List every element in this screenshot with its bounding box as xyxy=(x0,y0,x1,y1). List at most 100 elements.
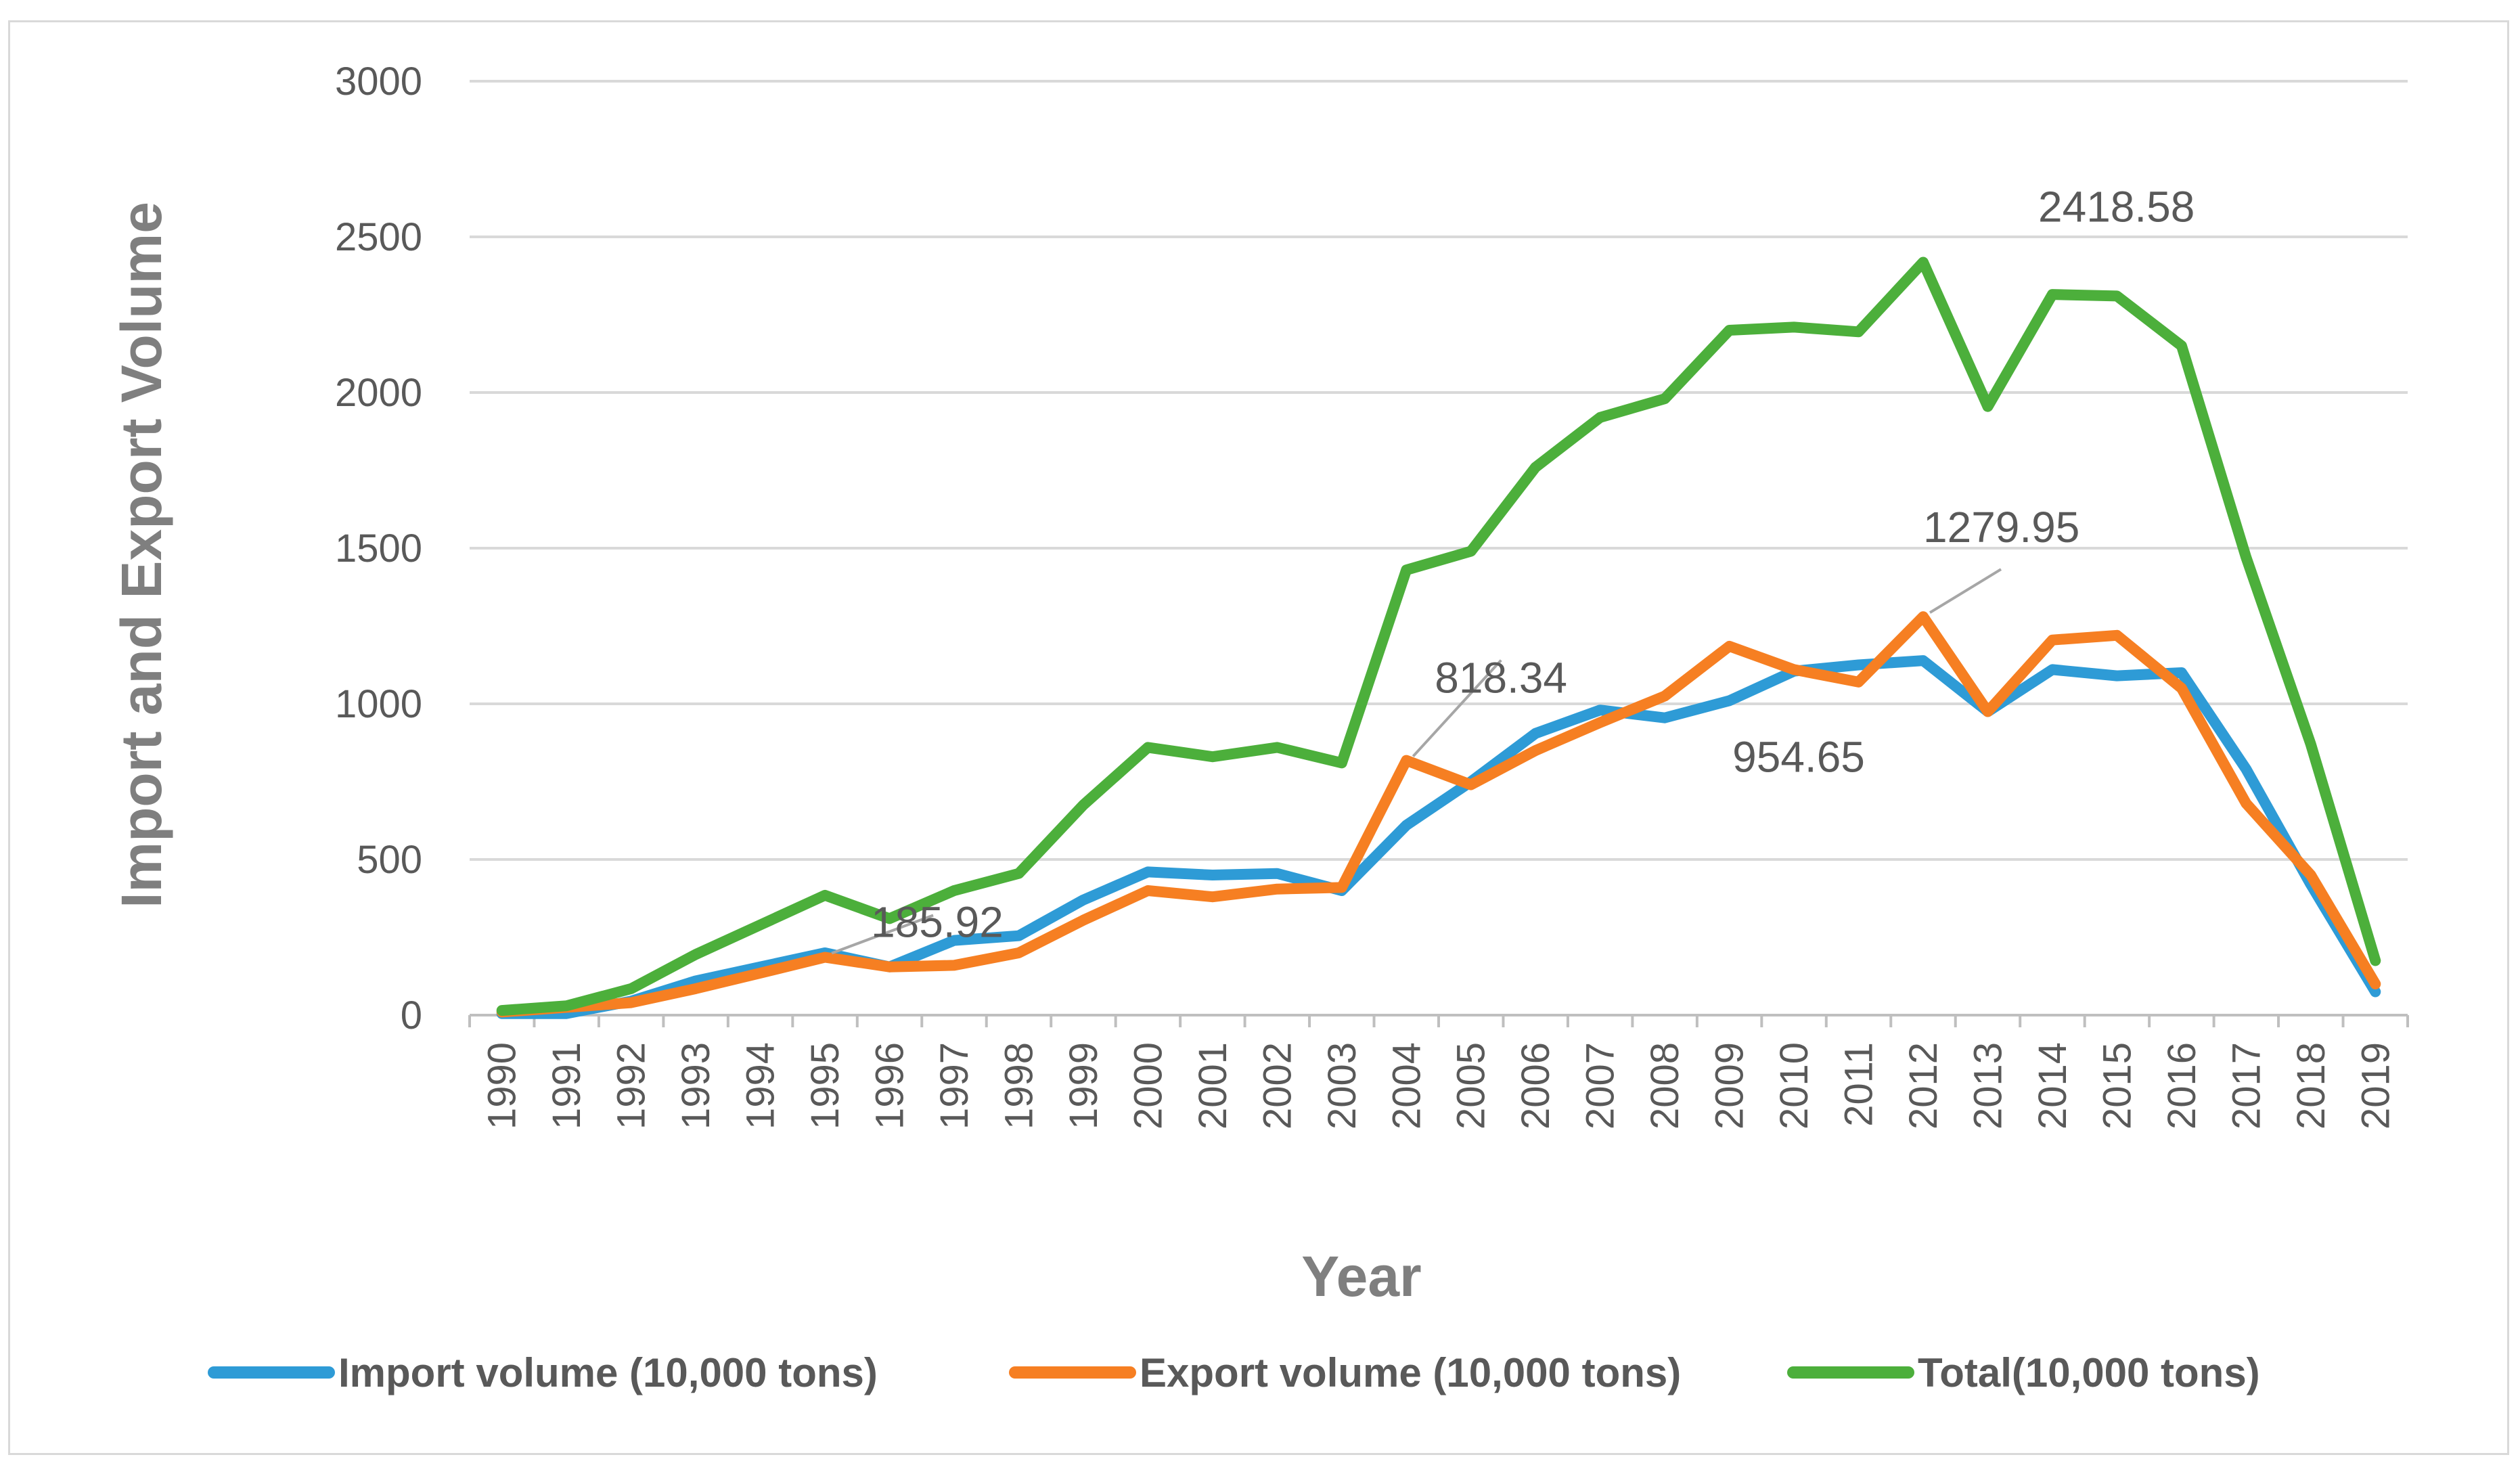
x-tick-label: 2018 xyxy=(2289,1042,2333,1130)
data-point xyxy=(1078,915,1089,926)
legend-label-2: Export volume (10,000 tons) xyxy=(1140,1350,1681,1395)
x-tick-label: 1990 xyxy=(480,1042,524,1130)
data-point xyxy=(1207,870,1218,880)
data-point xyxy=(2176,683,2187,694)
data-point xyxy=(949,885,960,896)
y-tick-label: 3000 xyxy=(335,60,422,104)
data-point xyxy=(755,968,766,979)
y-tick-label: 2000 xyxy=(335,371,422,415)
data-point xyxy=(1336,757,1347,768)
data-point xyxy=(1530,728,1541,739)
y-tick-label: 500 xyxy=(357,838,422,882)
data-point xyxy=(1595,412,1606,423)
x-tick-label: 2016 xyxy=(2160,1042,2204,1130)
x-tick-label: 2010 xyxy=(1772,1042,1816,1130)
data-point xyxy=(1272,884,1282,895)
x-tick-label: 2008 xyxy=(1643,1042,1687,1130)
x-tick-label: 2007 xyxy=(1579,1042,1623,1130)
x-tick-label: 2012 xyxy=(1902,1042,1945,1130)
data-point xyxy=(1401,564,1412,575)
x-tick-label: 2014 xyxy=(2031,1042,2075,1130)
data-point xyxy=(2111,671,2122,681)
data-point xyxy=(690,983,701,994)
x-tick-label: 2004 xyxy=(1385,1042,1428,1130)
y-tick-label: 2500 xyxy=(335,215,422,259)
x-tick-label: 2013 xyxy=(1966,1042,2010,1130)
data-point xyxy=(497,1005,508,1016)
data-point xyxy=(626,998,637,1008)
x-tick-label: 1995 xyxy=(803,1042,847,1130)
x-tick-label: 2015 xyxy=(2095,1042,2139,1130)
x-tick-label: 1994 xyxy=(739,1042,783,1130)
x-tick-label: 1997 xyxy=(932,1042,976,1130)
data-point xyxy=(1078,800,1089,811)
data-label: 185.92 xyxy=(871,897,1004,946)
data-point xyxy=(1530,462,1541,472)
data-annotations: 185.92 818.34 954.65 1279.95 2418.58 xyxy=(831,182,2195,955)
x-axis-title: Year xyxy=(1301,1245,1422,1308)
data-point xyxy=(949,960,960,970)
data-point xyxy=(1078,895,1089,905)
data-point xyxy=(1918,611,1929,622)
annotation-leader xyxy=(1412,659,1502,757)
data-point xyxy=(1918,655,1929,666)
data-point xyxy=(2370,979,2381,989)
x-tick-label: 1998 xyxy=(997,1042,1041,1130)
data-point xyxy=(819,952,830,962)
annotation-leader xyxy=(831,914,934,955)
data-point xyxy=(1659,691,1670,702)
x-tick-label: 2019 xyxy=(2354,1042,2398,1130)
x-tick-label: 2009 xyxy=(1708,1042,1752,1130)
data-point xyxy=(1401,755,1412,766)
data-point xyxy=(1982,707,1993,717)
x-tick-label: 2001 xyxy=(1191,1042,1235,1130)
x-tick-label: 2017 xyxy=(2224,1042,2268,1130)
x-tick-label: 2006 xyxy=(1514,1042,1558,1130)
data-point xyxy=(2370,956,2381,966)
data-point xyxy=(1918,256,1929,267)
y-tick-labels: 0 500 1000 1500 2000 2500 3000 xyxy=(335,60,422,1037)
y-tick-label: 0 xyxy=(401,993,422,1037)
data-point xyxy=(690,949,701,960)
data-point xyxy=(1853,660,1864,671)
data-point xyxy=(1724,325,1735,336)
data-point xyxy=(1272,742,1282,753)
y-axis-title: Import and Export Volume xyxy=(110,202,173,908)
data-point xyxy=(1659,393,1670,404)
data-label: 954.65 xyxy=(1732,733,1865,782)
data-point xyxy=(2047,289,2058,300)
data-point xyxy=(2047,664,2058,675)
x-tick-labels: 1990 1991 1992 1993 1994 1995 1996 1997 1998 1999… xyxy=(480,1042,2398,1130)
data-point xyxy=(1142,885,1153,896)
data-point xyxy=(626,983,637,994)
data-point xyxy=(1401,820,1412,830)
data-point xyxy=(1207,891,1218,902)
chart-frame xyxy=(8,20,2509,1455)
x-tick-label: 1999 xyxy=(1062,1042,1106,1130)
data-point xyxy=(1013,868,1024,879)
x-tick-label: 1992 xyxy=(610,1042,654,1130)
legend-label-3: Total(10,000 tons) xyxy=(1918,1350,2260,1395)
data-point xyxy=(884,962,895,972)
data-point xyxy=(1724,641,1735,652)
data-point xyxy=(1853,677,1864,688)
data-point xyxy=(1853,326,1864,337)
data-label: 2418.58 xyxy=(2038,182,2195,231)
x-tick-label: 2003 xyxy=(1320,1042,1364,1130)
data-point xyxy=(819,890,830,901)
data-point xyxy=(1142,742,1153,753)
data-label: 818.34 xyxy=(1435,654,1567,702)
data-point xyxy=(1272,868,1282,879)
data-point xyxy=(1336,882,1347,893)
data-point xyxy=(2176,667,2187,678)
series-lines xyxy=(496,256,2381,1019)
data-point xyxy=(1788,321,1799,332)
data-point xyxy=(755,920,766,931)
data-label: 1279.95 xyxy=(1923,503,2079,552)
data-point xyxy=(2241,552,2251,563)
data-point xyxy=(1530,745,1541,756)
legend-label-1: Import volume (10,000 tons) xyxy=(338,1350,878,1395)
data-point xyxy=(2111,630,2122,641)
data-point xyxy=(2305,870,2316,880)
